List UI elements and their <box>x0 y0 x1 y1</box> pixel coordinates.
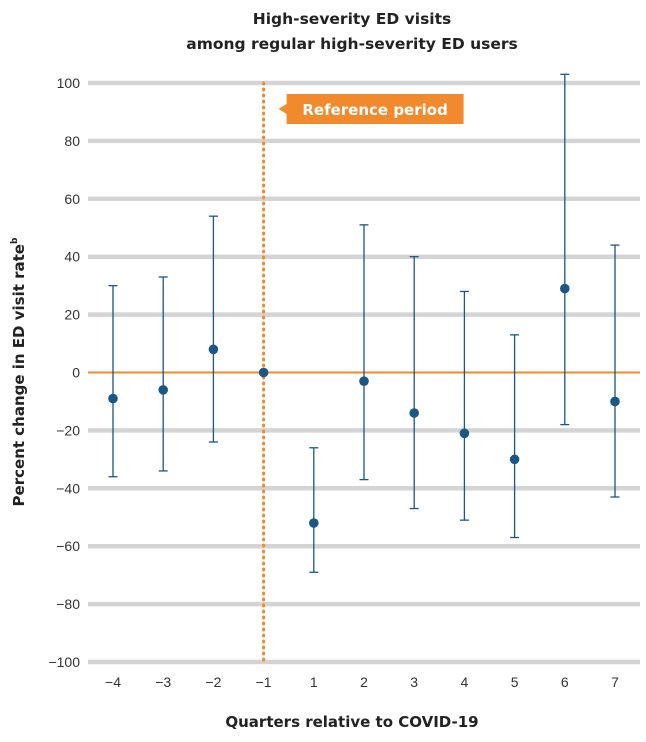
reference-label-box <box>278 94 464 124</box>
chart-title-line-1: High-severity ED visits <box>253 10 452 28</box>
y-tick-labels: −100 −80 −60 −40 −20 0 20 40 60 80 100 <box>48 75 80 670</box>
data-point <box>560 283 570 294</box>
y-tick-label: 20 <box>64 307 80 323</box>
data-point <box>208 344 219 355</box>
data-point <box>459 428 470 439</box>
x-tick-label: −4 <box>105 674 121 690</box>
x-tick-label: 5 <box>511 674 519 690</box>
reference-layer: Reference period <box>262 81 464 664</box>
data-point <box>158 385 168 395</box>
y-axis-title: Percent change in ED visit rateb <box>10 237 28 506</box>
y-tick-label: 60 <box>64 191 80 207</box>
x-axis-title: Quarters relative to COVID-19 <box>225 713 478 731</box>
x-tick-label: −2 <box>205 674 221 690</box>
error-bars <box>108 73 620 573</box>
chart-title-line-2: among regular high-severity ED users <box>186 35 518 53</box>
x-tick-label: −3 <box>155 674 171 690</box>
reference-label: Reference period <box>302 101 447 119</box>
y-tick-label: 40 <box>64 249 80 265</box>
x-tick-label: 6 <box>561 674 569 690</box>
data-point <box>258 367 269 378</box>
y-axis-title-superscript: b <box>10 237 20 244</box>
x-tick-label: 1 <box>310 674 318 690</box>
data-point <box>409 408 420 418</box>
y-axis-title-text: Percent change in ED visit rate <box>10 244 28 506</box>
data-point <box>309 518 319 528</box>
x-tick-label: −1 <box>256 674 272 690</box>
y-tick-label: 100 <box>57 75 81 91</box>
y-tick-label: 80 <box>64 133 80 149</box>
x-tick-label: 4 <box>461 674 469 690</box>
y-tick-label: −100 <box>48 654 80 670</box>
y-tick-label: −60 <box>56 538 80 554</box>
y-tick-label: −80 <box>56 596 80 612</box>
data-point <box>610 396 620 407</box>
x-tick-label: 2 <box>360 674 368 690</box>
x-tick-labels: −4 −3 −2 −1 1 2 3 4 5 6 7 <box>105 674 619 690</box>
data-points <box>108 283 620 528</box>
y-tick-label: −40 <box>56 480 80 496</box>
data-point <box>359 376 369 386</box>
y-tick-label: −20 <box>56 422 80 438</box>
x-tick-label: 7 <box>611 674 619 690</box>
data-point <box>509 454 520 465</box>
y-tick-label: 0 <box>72 365 80 381</box>
x-tick-label: 3 <box>410 674 418 690</box>
data-point <box>108 393 118 404</box>
